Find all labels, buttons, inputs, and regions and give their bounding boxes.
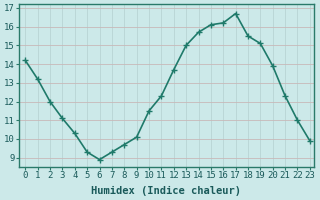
X-axis label: Humidex (Indice chaleur): Humidex (Indice chaleur) xyxy=(91,186,241,196)
